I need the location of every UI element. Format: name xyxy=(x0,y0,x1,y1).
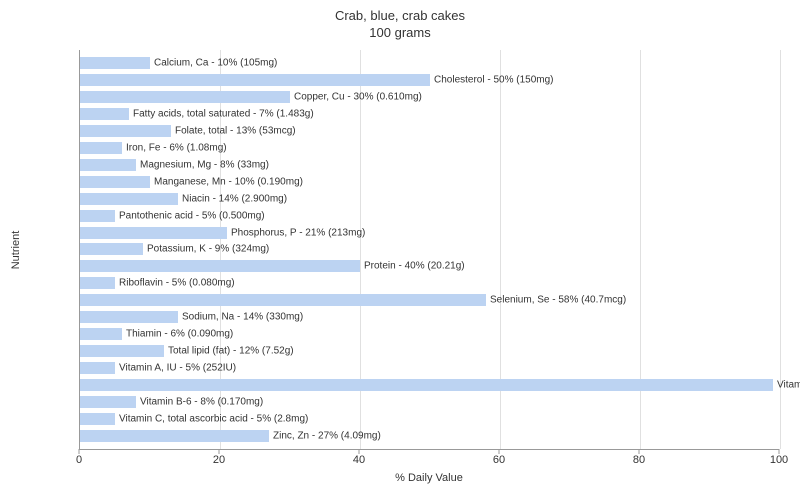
bar-row: Folate, total - 13% (53mcg) xyxy=(80,124,779,138)
bar-row: Sodium, Na - 14% (330mg) xyxy=(80,310,779,324)
bar-label: Vitamin C, total ascorbic acid - 5% (2.8… xyxy=(119,414,308,425)
bar-label: Total lipid (fat) - 12% (7.52g) xyxy=(168,346,294,357)
x-tick-label: 80 xyxy=(633,454,645,466)
bar xyxy=(80,243,143,255)
x-tick-label: 40 xyxy=(353,454,365,466)
bar-label: Niacin - 14% (2.900mg) xyxy=(182,193,287,204)
bar-row: Manganese, Mn - 10% (0.190mg) xyxy=(80,175,779,189)
bar xyxy=(80,277,115,289)
x-ticks: 020406080100 xyxy=(79,450,779,470)
bar-row: Zinc, Zn - 27% (4.09mg) xyxy=(80,429,779,443)
bar-row: Niacin - 14% (2.900mg) xyxy=(80,192,779,206)
bar-row: Cholesterol - 50% (150mg) xyxy=(80,73,779,87)
x-axis-label: % Daily Value xyxy=(79,472,779,484)
bar xyxy=(80,57,150,69)
bar-label: Copper, Cu - 30% (0.610mg) xyxy=(294,91,422,102)
bar-label: Zinc, Zn - 27% (4.09mg) xyxy=(273,430,381,441)
bar-label: Vitamin B-12 - 99% (5.94mcg) xyxy=(777,380,800,391)
bar xyxy=(80,362,115,374)
bar-row: Vitamin A, IU - 5% (252IU) xyxy=(80,361,779,375)
plot-area: Calcium, Ca - 10% (105mg) Cholesterol - 5… xyxy=(79,50,779,450)
bar xyxy=(80,176,150,188)
bar-row: Magnesium, Mg - 8% (33mg) xyxy=(80,158,779,172)
bar-label: Folate, total - 13% (53mcg) xyxy=(175,125,296,136)
bar-label: Calcium, Ca - 10% (105mg) xyxy=(154,58,277,69)
bar-label: Protein - 40% (20.21g) xyxy=(364,261,465,272)
x-tick-label: 20 xyxy=(213,454,225,466)
bar xyxy=(80,108,129,120)
bar-row: Vitamin B-6 - 8% (0.170mg) xyxy=(80,395,779,409)
bar xyxy=(80,91,290,103)
bar-label: Selenium, Se - 58% (40.7mcg) xyxy=(490,295,626,306)
x-tick-label: 0 xyxy=(76,454,82,466)
bar xyxy=(80,227,227,239)
bar xyxy=(80,74,430,86)
bar-row: Protein - 40% (20.21g) xyxy=(80,259,779,273)
bar xyxy=(80,430,269,442)
bar xyxy=(80,125,171,137)
bar xyxy=(80,193,178,205)
bar-row: Fatty acids, total saturated - 7% (1.483… xyxy=(80,107,779,121)
bar xyxy=(80,260,360,272)
bar xyxy=(80,396,136,408)
bar-label: Cholesterol - 50% (150mg) xyxy=(434,74,554,85)
nutrient-chart: Crab, blue, crab cakes 100 grams Nutrien… xyxy=(0,0,800,500)
bar-label: Pantothenic acid - 5% (0.500mg) xyxy=(119,210,265,221)
bar xyxy=(80,345,164,357)
bar-row: Iron, Fe - 6% (1.08mg) xyxy=(80,141,779,155)
bar-row: Vitamin B-12 - 99% (5.94mcg) xyxy=(80,378,779,392)
bar-label: Sodium, Na - 14% (330mg) xyxy=(182,312,303,323)
x-tick-label: 60 xyxy=(493,454,505,466)
bar-row: Thiamin - 6% (0.090mg) xyxy=(80,327,779,341)
bar-row: Potassium, K - 9% (324mg) xyxy=(80,242,779,256)
bar-label: Manganese, Mn - 10% (0.190mg) xyxy=(154,176,303,187)
chart-title-block: Crab, blue, crab cakes 100 grams xyxy=(0,8,800,42)
chart-title-line2: 100 grams xyxy=(0,25,800,42)
bar-row: Vitamin C, total ascorbic acid - 5% (2.8… xyxy=(80,412,779,426)
bars-wrap: Calcium, Ca - 10% (105mg) Cholesterol - 5… xyxy=(80,56,779,443)
bar-label: Potassium, K - 9% (324mg) xyxy=(147,244,269,255)
chart-title-line1: Crab, blue, crab cakes xyxy=(0,8,800,25)
y-axis-label: Nutrient xyxy=(10,231,22,270)
bar xyxy=(80,379,773,391)
bar xyxy=(80,142,122,154)
bar-row: Copper, Cu - 30% (0.610mg) xyxy=(80,90,779,104)
bar xyxy=(80,210,115,222)
bar-label: Riboflavin - 5% (0.080mg) xyxy=(119,278,235,289)
bar-row: Phosphorus, P - 21% (213mg) xyxy=(80,226,779,240)
bar-label: Phosphorus, P - 21% (213mg) xyxy=(231,227,365,238)
bar xyxy=(80,294,486,306)
bar-row: Selenium, Se - 58% (40.7mcg) xyxy=(80,293,779,307)
bar xyxy=(80,159,136,171)
bar xyxy=(80,413,115,425)
bar-label: Fatty acids, total saturated - 7% (1.483… xyxy=(133,108,314,119)
bar xyxy=(80,311,178,323)
bar-label: Thiamin - 6% (0.090mg) xyxy=(126,329,233,340)
bar-label: Magnesium, Mg - 8% (33mg) xyxy=(140,159,269,170)
bar-label: Iron, Fe - 6% (1.08mg) xyxy=(126,142,227,153)
bar xyxy=(80,328,122,340)
bar-row: Calcium, Ca - 10% (105mg) xyxy=(80,56,779,70)
bar-row: Riboflavin - 5% (0.080mg) xyxy=(80,276,779,290)
bar-row: Pantothenic acid - 5% (0.500mg) xyxy=(80,209,779,223)
bar-row: Total lipid (fat) - 12% (7.52g) xyxy=(80,344,779,358)
bar-label: Vitamin A, IU - 5% (252IU) xyxy=(119,363,236,374)
bar-label: Vitamin B-6 - 8% (0.170mg) xyxy=(140,397,263,408)
x-tick-label: 100 xyxy=(770,454,788,466)
